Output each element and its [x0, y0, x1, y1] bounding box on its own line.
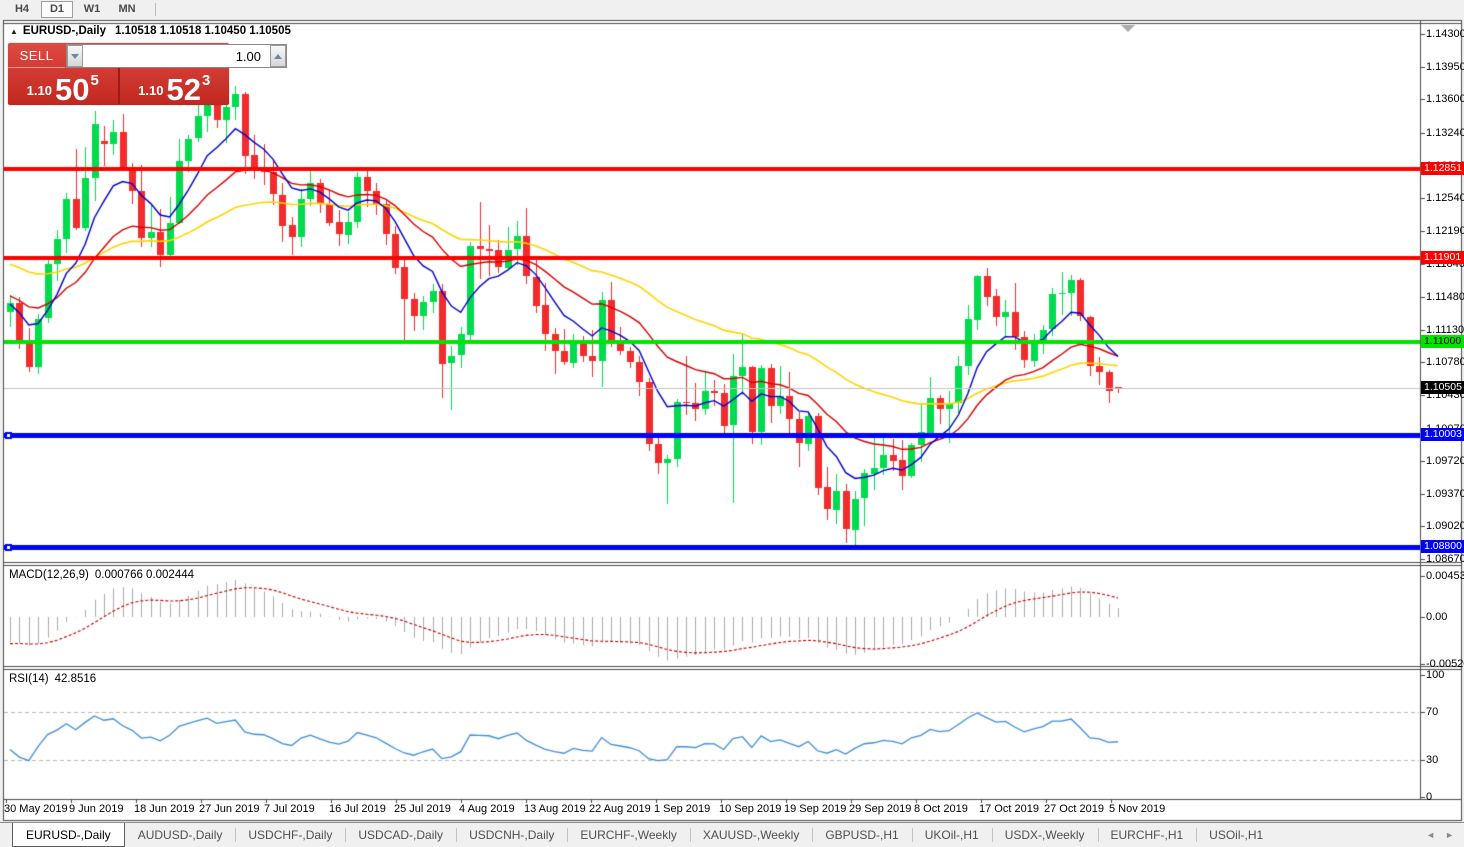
price-axis-tick-label: 1.14300 [1426, 28, 1464, 40]
current-price-badge: 1.10505 [1421, 381, 1464, 394]
price-axis-tick-label: 1.08670 [1426, 553, 1464, 565]
date-axis-label: 1 Sep 2019 [654, 803, 711, 815]
tabs-scroll-arrows: ◄ ► [1426, 823, 1464, 847]
chart-tabs-bar: EURUSD-,Daily AUDUSD-,Daily USDCHF-,Daily U… [0, 822, 1464, 847]
sell-price-prefix: 1.10 [26, 83, 52, 98]
date-axis-label: 18 Jun 2019 [134, 803, 195, 815]
tabs-scroll-left-button[interactable]: ◄ [1426, 830, 1436, 840]
symbol-ohlc-values: 1.10518 1.10518 1.10450 1.10505 [115, 25, 291, 37]
date-axis-label: 16 Jul 2019 [329, 803, 386, 815]
price-axis-tick-label: 1.11480 [1426, 291, 1464, 303]
price-axis-tick-label: 1.12190 [1426, 225, 1464, 237]
hline-price-badge: 1.10003 [1421, 428, 1464, 441]
price-axis-tick-label: 1.10780 [1426, 356, 1464, 368]
date-axis-label: 25 Jul 2019 [394, 803, 451, 815]
date-axis-label: 5 Nov 2019 [1109, 803, 1166, 815]
price-axis-tick-label: 1.09370 [1426, 488, 1464, 500]
date-axis-label: 30 May 2019 [4, 803, 68, 815]
date-axis-label: 17 Oct 2019 [979, 803, 1039, 815]
chart-tab[interactable]: UKOil-,H1 [911, 823, 992, 847]
macd-axis-tick-label: -0.005205 [1426, 658, 1464, 670]
macd-axis-tick-label: 0.004536 [1426, 570, 1464, 582]
hline-price-badge: 1.11000 [1421, 335, 1464, 348]
sell-button[interactable]: SELL [8, 43, 65, 68]
date-axis-label: 27 Oct 2019 [1044, 803, 1104, 815]
date-axis-label: 8 Oct 2019 [914, 803, 968, 815]
chart-tab[interactable]: USDCAD-,Daily [345, 823, 456, 847]
chart-tab[interactable]: EURUSD-,Daily [12, 823, 125, 847]
rsi-label: RSI(14) 42.8516 [9, 673, 96, 685]
macd-label: MACD(12,26,9) 0.000766 0.002444 [9, 569, 194, 581]
rsi-value: 42.8516 [54, 673, 97, 685]
macd-values: 0.000766 0.002444 [94, 569, 195, 581]
price-axis-tick-label: 1.09020 [1426, 520, 1464, 532]
tabs-scroll-right-button[interactable]: ► [1445, 830, 1454, 840]
symbol-title: ▲ EURUSD-,Daily 1.10518 1.10518 1.10450 1.… [10, 25, 291, 37]
price-axis-tick-label: 1.13240 [1426, 127, 1464, 139]
triangle-up-icon [274, 53, 282, 59]
triangle-down-icon [71, 53, 79, 59]
sell-price-pip-digit: 5 [90, 72, 99, 89]
one-click-top-row: SELL BUY [8, 43, 345, 68]
date-axis-label: 13 Aug 2019 [524, 803, 586, 815]
rsi-axis-tick-label: 70 [1426, 706, 1439, 718]
macd-axis-tick-label: 0.00 [1426, 611, 1448, 623]
chart-tab[interactable]: GBPUSD-,H1 [812, 823, 911, 847]
buy-price-prefix: 1.10 [138, 83, 164, 98]
rsi-axis-tick-label: 100 [1426, 669, 1445, 681]
date-axis-label: 27 Jun 2019 [199, 803, 260, 815]
rsi-axis-tick-label: 30 [1426, 754, 1439, 766]
chart-tab[interactable]: AUDUSD-,Daily [137, 828, 223, 842]
rsi-axis-tick-label: 0 [1426, 791, 1433, 803]
chart-tab[interactable]: EURCHF-,Weekly [567, 823, 689, 847]
chart-tab[interactable]: USDCNH-,Daily [456, 823, 567, 847]
macd-name: MACD(12,26,9) [9, 569, 89, 581]
date-axis-label: 4 Aug 2019 [459, 803, 515, 815]
hline-price-badge: 1.12851 [1421, 162, 1464, 175]
volume-input[interactable] [83, 45, 270, 67]
date-axis-label: 10 Sep 2019 [719, 803, 782, 815]
sell-price-big-digits: 50 [54, 71, 90, 107]
sell-price-box[interactable]: 1.10 50 5 [8, 68, 120, 107]
date-axis-label: 7 Jul 2019 [264, 803, 315, 815]
one-click-collapse-icon[interactable]: ▲ [10, 27, 18, 36]
buy-price-box[interactable]: 1.10 52 3 [120, 68, 230, 107]
symbol-name: EURUSD-,Daily [22, 25, 106, 37]
price-axis-tick-label: 1.11130 [1426, 324, 1464, 336]
chart-canvas[interactable] [0, 0, 1464, 822]
price-axis-tick-label: 1.09720 [1426, 455, 1464, 467]
chart-tab[interactable]: USDX-,Weekly [991, 823, 1098, 847]
price-axis-tick-label: 1.12540 [1426, 192, 1464, 204]
date-axis-label: 29 Sep 2019 [849, 803, 912, 815]
hline-price-badge: 1.11901 [1421, 251, 1464, 264]
date-axis-label: 22 Aug 2019 [589, 803, 651, 815]
chart-tab[interactable]: USDCHF-,Daily [235, 823, 345, 847]
date-axis-label: 19 Sep 2019 [784, 803, 847, 815]
rsi-name: RSI(14) [9, 673, 49, 685]
date-axis-label: 9 Jun 2019 [69, 803, 124, 815]
one-click-trading-panel: SELL BUY 1.10 50 5 1.10 52 3 [8, 43, 345, 107]
volume-decrease-button[interactable] [67, 45, 83, 67]
chart-tab[interactable]: USOil-,H1 [1196, 823, 1276, 847]
buy-button[interactable]: BUY [288, 43, 345, 68]
chart-tab[interactable]: EURCHF-,H1 [1097, 823, 1197, 847]
one-click-price-row: 1.10 50 5 1.10 52 3 [8, 68, 230, 107]
chart-tab[interactable]: XAUUSD-,Weekly [689, 823, 812, 847]
hline-price-badge: 1.08800 [1421, 540, 1464, 553]
buy-price-pip-digit: 3 [201, 72, 211, 89]
price-axis-tick-label: 1.13600 [1426, 93, 1464, 105]
volume-control [66, 44, 287, 68]
volume-increase-button[interactable] [270, 45, 286, 67]
price-axis-tick-label: 1.13950 [1426, 61, 1464, 73]
buy-price-big-digits: 52 [166, 71, 201, 107]
